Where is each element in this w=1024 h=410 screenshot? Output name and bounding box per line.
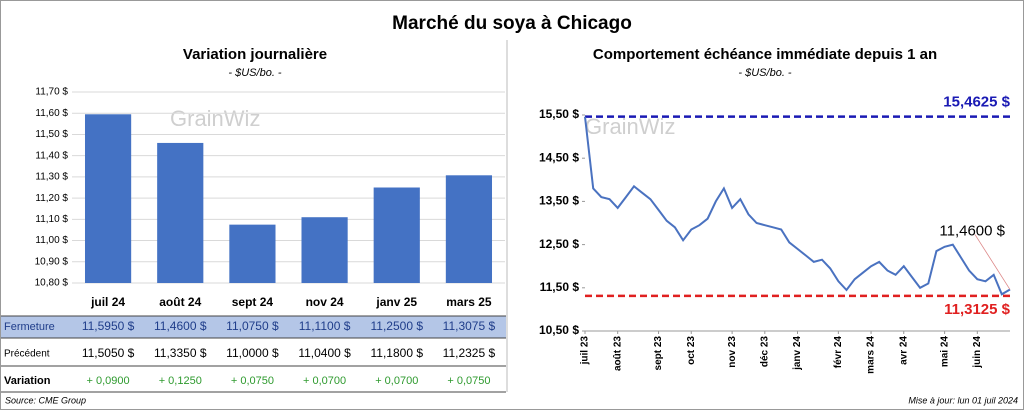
y-tick-label: 10,50 $ [539, 323, 579, 337]
bar [373, 187, 420, 283]
last-price-label: 11,4600 $ [939, 222, 1005, 239]
cell: 11,0000 $ [226, 346, 279, 360]
bar-title: Variation journalière [183, 46, 327, 63]
y-tick-label: 11,50 $ [35, 129, 68, 140]
x-tick-label: mars 24 [866, 336, 877, 374]
watermark: GrainWiz [585, 114, 675, 139]
reference-label: 11,3125 $ [944, 301, 1011, 318]
cell: 11,3075 $ [443, 319, 496, 333]
x-tick-label: nov 24 [306, 295, 344, 309]
line-title: Comportement échéance immédiate depuis 1… [593, 46, 937, 63]
cell: 11,1100 $ [299, 319, 351, 333]
cell: + 0,0750 [447, 375, 490, 387]
cell: 11,2500 $ [371, 319, 424, 333]
page-title: Marché du soya à Chicago [392, 13, 632, 34]
cell: + 0,0900 [87, 375, 130, 387]
cell: 11,1800 $ [371, 346, 424, 360]
reference-label: 15,4625 $ [943, 94, 1010, 111]
y-tick-label: 11,10 $ [35, 214, 68, 225]
bar [84, 114, 132, 284]
x-tick-label: sept 23 [653, 336, 664, 371]
cell: + 0,0700 [303, 375, 346, 387]
y-tick-label: 11,30 $ [35, 172, 68, 183]
y-tick-label: 11,40 $ [35, 150, 68, 161]
bar [445, 175, 493, 283]
y-tick-label: 11,70 $ [35, 87, 68, 98]
x-tick-label: sept 24 [232, 295, 274, 309]
updated: Mise à jour: lun 01 juil 2024 [908, 395, 1018, 405]
x-tick-label: nov 23 [727, 336, 738, 368]
y-tick-label: 10,80 $ [35, 278, 69, 289]
y-tick-label: 14,50 $ [539, 150, 579, 164]
cell: 11,3350 $ [154, 346, 207, 360]
x-tick-label: oct 23 [686, 336, 697, 365]
cell: 11,0750 $ [226, 319, 279, 333]
y-tick-label: 11,20 $ [35, 193, 68, 204]
x-tick-label: févr 24 [833, 336, 844, 369]
x-tick-label: janv 24 [792, 336, 803, 371]
y-tick-label: 10,90 $ [35, 256, 69, 267]
cell: 11,2325 $ [443, 346, 496, 360]
row-highlight [1, 316, 506, 338]
x-tick-label: août 23 [612, 336, 623, 371]
x-tick-label: juil 24 [90, 295, 125, 309]
y-tick-label: 11,00 $ [35, 235, 68, 246]
x-tick-label: juil 23 [580, 336, 591, 366]
y-tick-label: 12,50 $ [539, 237, 579, 251]
line-subtitle: - $US/bo. - [738, 67, 792, 79]
y-tick-label: 15,50 $ [539, 107, 579, 121]
y-tick-label: 11,60 $ [35, 108, 68, 119]
watermark: GrainWiz [170, 106, 260, 131]
source: Source: CME Group [5, 395, 86, 405]
x-tick-label: août 24 [159, 295, 201, 309]
x-tick-label: déc 23 [759, 336, 770, 368]
price-line [584, 116, 1011, 296]
cell: 11,5950 $ [82, 319, 135, 333]
row-label: Fermeture [4, 321, 55, 333]
bar [157, 142, 204, 283]
x-tick-label: mars 25 [446, 295, 492, 309]
bar [229, 224, 276, 283]
x-tick-label: janv 25 [375, 295, 417, 309]
cell: + 0,0700 [375, 375, 418, 387]
row-label: Variation [4, 375, 51, 387]
x-tick-label: mai 24 [939, 336, 950, 368]
y-tick-label: 13,50 $ [539, 194, 579, 208]
row-label: Précédent [4, 349, 50, 360]
x-tick-label: avr 24 [898, 336, 909, 365]
x-tick-label: juin 24 [972, 336, 983, 369]
leader [974, 234, 1011, 290]
cell: 11,4600 $ [154, 319, 207, 333]
bar [301, 217, 348, 283]
bar-subtitle: - $US/bo. - [228, 67, 282, 79]
cell: + 0,0750 [231, 375, 274, 387]
cell: 11,5050 $ [82, 346, 135, 360]
y-tick-label: 11,50 $ [540, 280, 580, 294]
cell: + 0,1250 [159, 375, 202, 387]
cell: 11,0400 $ [298, 346, 351, 360]
